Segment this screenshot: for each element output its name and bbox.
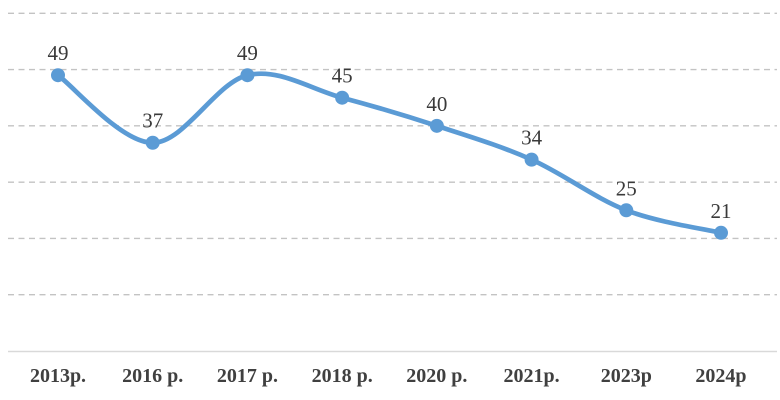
data-point-marker	[524, 152, 539, 167]
data-point-marker	[619, 203, 634, 218]
data-label: 34	[521, 126, 543, 150]
data-point-marker	[145, 135, 160, 150]
x-axis-label: 2020 р.	[406, 365, 467, 387]
data-label: 40	[426, 92, 447, 116]
data-point-marker	[51, 68, 65, 83]
x-axis-label: 2013р.	[30, 365, 86, 387]
data-point-marker	[713, 225, 728, 240]
x-axis-label: 2016 р.	[122, 365, 183, 387]
x-axis-label: 2021р.	[504, 365, 560, 387]
data-point-marker	[240, 68, 255, 83]
data-label: 25	[616, 176, 637, 200]
data-label: 45	[332, 64, 353, 88]
x-axis-label: 2024p	[695, 365, 746, 387]
data-label: 49	[237, 41, 258, 65]
data-point-marker	[429, 118, 444, 133]
x-axis-label: 2018 р.	[312, 365, 373, 387]
data-point-marker	[335, 90, 350, 105]
data-label: 49	[48, 41, 69, 65]
x-axis-label: 2017 р.	[217, 365, 278, 387]
x-axis-label: 2023p	[601, 365, 652, 387]
data-label: 21	[710, 199, 731, 223]
data-label: 37	[142, 109, 163, 133]
